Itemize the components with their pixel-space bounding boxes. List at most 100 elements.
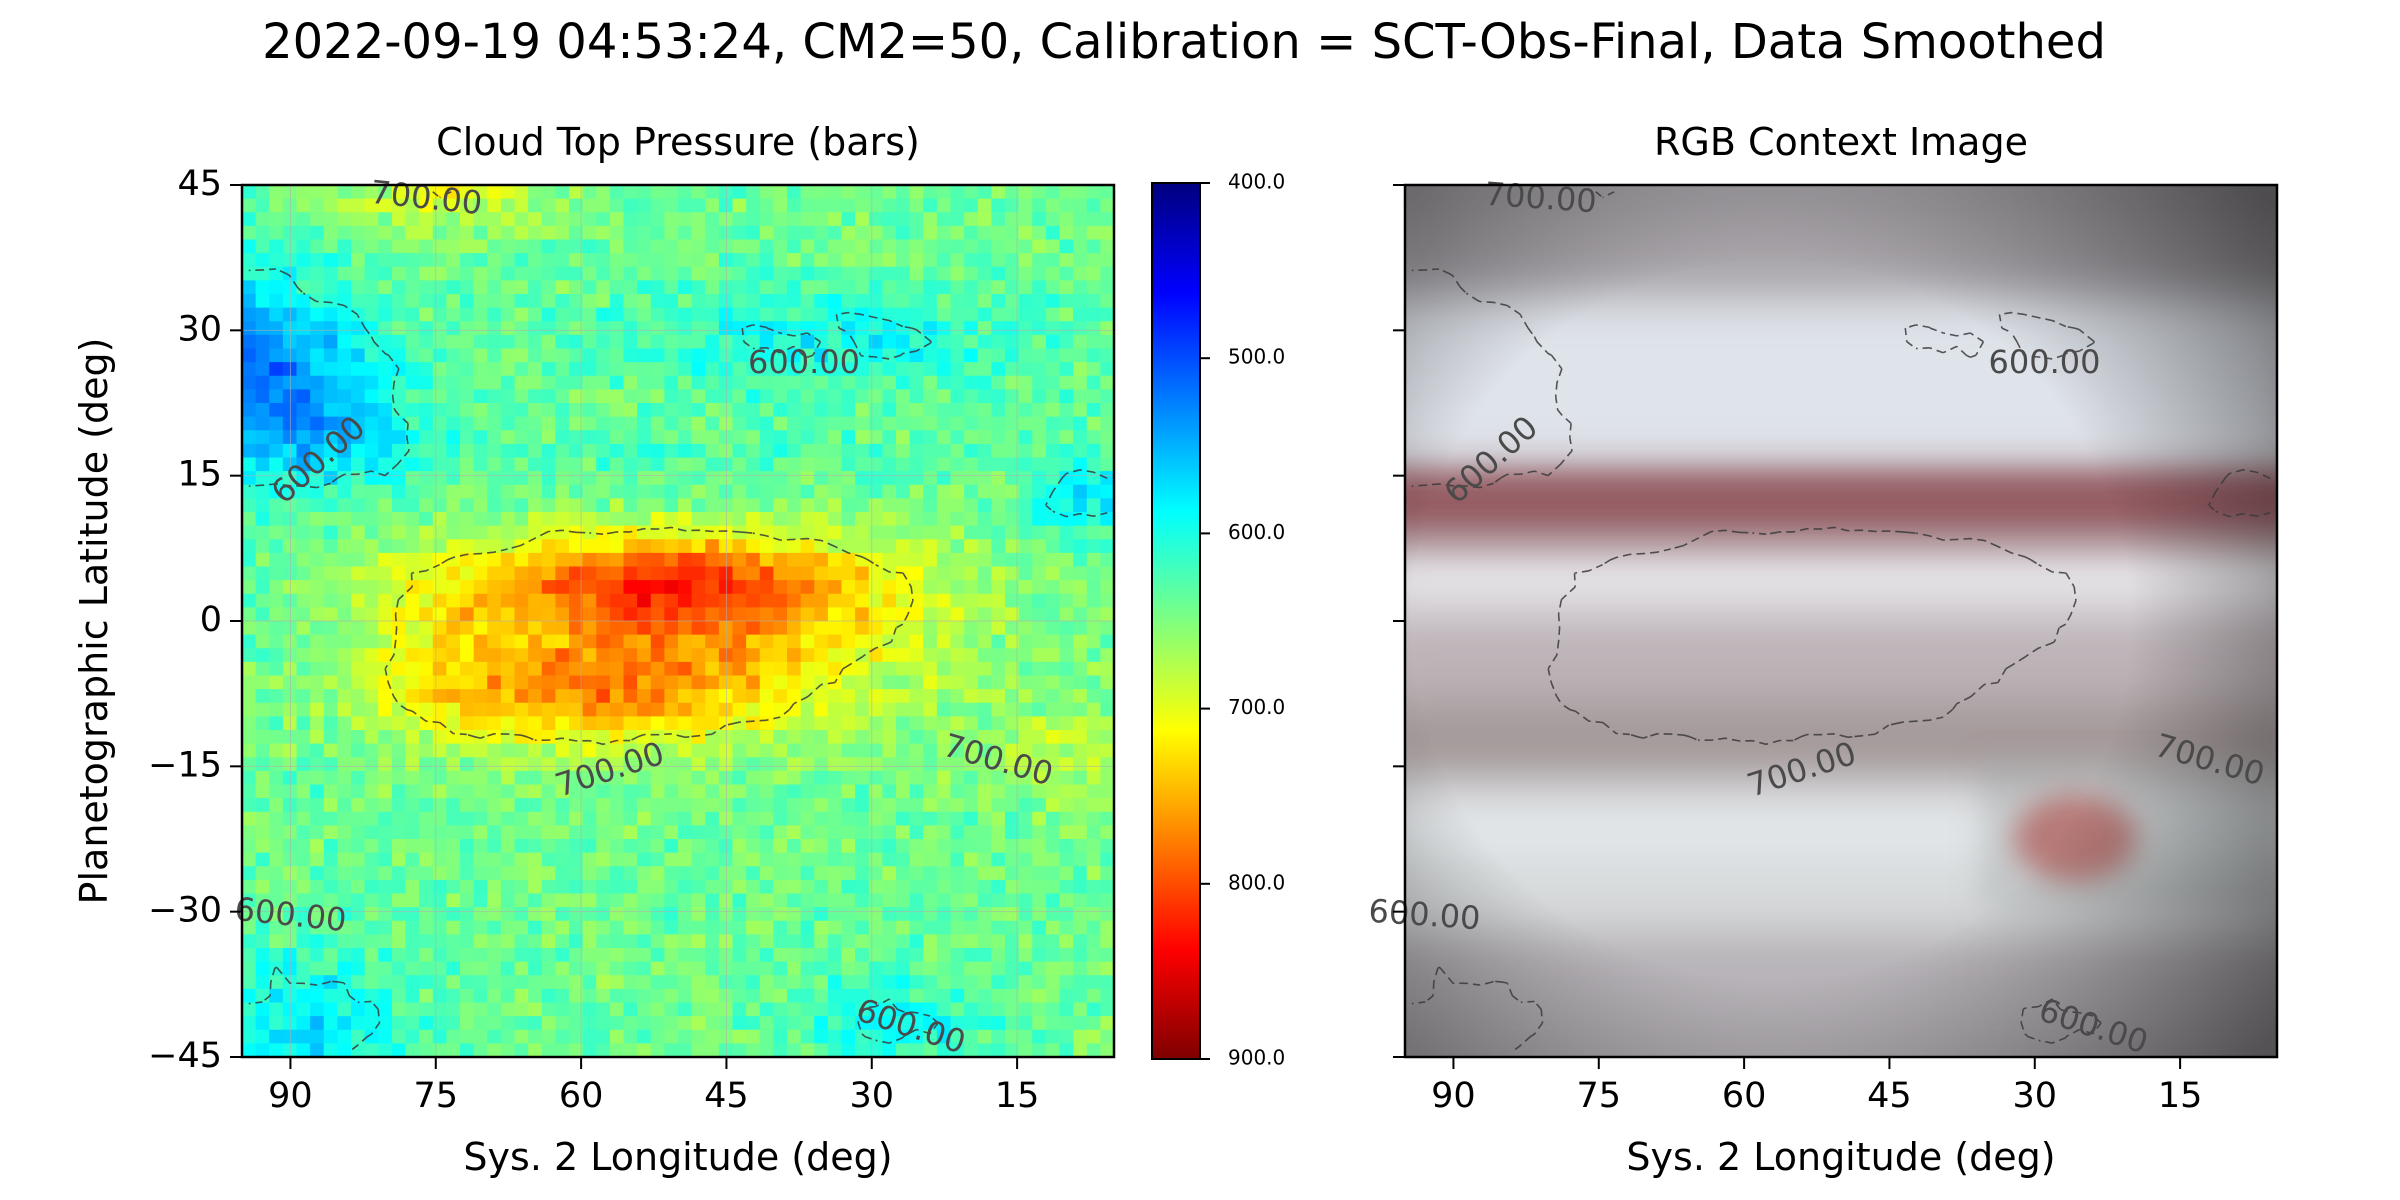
pressure-cell <box>596 689 611 704</box>
pressure-cell <box>705 375 720 390</box>
pressure-cell <box>814 375 829 390</box>
pressure-cell <box>609 375 625 390</box>
pressure-cell <box>923 280 938 295</box>
pressure-cell <box>678 920 693 935</box>
pressure-cell <box>609 348 625 363</box>
pressure-cell <box>460 1043 475 1057</box>
pressure-cell <box>1086 239 1101 254</box>
pressure-cell <box>596 648 611 663</box>
pressure-cell <box>977 811 992 826</box>
pressure-cell <box>746 416 761 431</box>
pressure-cell <box>800 362 815 377</box>
pressure-cell <box>773 716 788 731</box>
pressure-cell <box>827 498 843 513</box>
pressure-cell <box>1018 389 1033 404</box>
pressure-cell <box>1073 975 1088 990</box>
pressure-cell <box>1005 607 1020 622</box>
pressure-cell <box>446 239 461 254</box>
pressure-cell <box>528 362 543 377</box>
pressure-cell <box>419 512 434 527</box>
pressure-cell <box>460 879 475 895</box>
pressure-cell <box>814 839 829 854</box>
pressure-cell <box>364 498 379 513</box>
pressure-cell <box>432 948 447 963</box>
pressure-cell <box>882 334 897 350</box>
pressure-cell <box>555 866 570 881</box>
pressure-cell <box>773 593 788 608</box>
pressure-cell <box>855 1002 870 1017</box>
pressure-cell <box>528 675 543 690</box>
pressure-cell <box>882 580 897 595</box>
pressure-cell <box>732 334 747 350</box>
pressure-cell <box>460 634 475 649</box>
pressure-cell <box>732 212 747 227</box>
pressure-cell <box>269 457 284 472</box>
pressure-cell <box>364 457 379 472</box>
rgb-y-axis <box>1393 184 1405 1058</box>
pressure-cell <box>310 1002 325 1017</box>
pressure-cell <box>432 321 447 336</box>
pressure-cell <box>691 416 706 431</box>
pressure-cell <box>1100 334 1114 350</box>
pressure-cell <box>405 920 420 935</box>
pressure-cell <box>391 770 407 786</box>
pressure-cell <box>419 948 434 963</box>
pressure-cell <box>678 348 693 363</box>
pressure-cell <box>500 948 516 963</box>
pressure-cell <box>936 975 952 990</box>
pressure-cell <box>432 607 447 622</box>
pressure-cell <box>378 498 393 513</box>
pressure-cell <box>310 253 325 268</box>
pressure-cell <box>814 811 829 826</box>
pressure-cell <box>500 321 516 336</box>
pressure-cell <box>705 403 720 418</box>
pressure-cell <box>391 975 407 990</box>
pressure-cell <box>500 839 516 854</box>
pressure-cell <box>541 907 556 922</box>
pressure-cell <box>691 185 706 200</box>
pressure-cell <box>950 416 965 431</box>
pressure-cell <box>323 716 338 731</box>
pressure-cell <box>555 607 570 622</box>
pressure-cell <box>364 389 379 404</box>
pressure-cell <box>569 552 584 568</box>
pressure-cell <box>446 621 461 636</box>
pressure-cell <box>759 879 774 895</box>
pressure-cell <box>419 593 434 608</box>
pressure-cell <box>1005 457 1020 472</box>
pressure-cell <box>746 757 761 772</box>
pressure-cell <box>609 743 625 758</box>
pressure-cell <box>964 634 979 649</box>
pressure-cell <box>882 621 897 636</box>
pressure-cell <box>1018 798 1033 813</box>
pressure-cell <box>814 975 829 990</box>
pressure-cell <box>678 770 693 786</box>
pressure-cell <box>800 253 815 268</box>
pressure-cell <box>650 185 665 200</box>
pressure-cell <box>827 743 843 758</box>
pressure-cell <box>351 811 366 826</box>
pressure-cell <box>896 471 911 486</box>
pressure-cell <box>650 280 665 295</box>
pressure-cell <box>473 362 488 377</box>
pressure-cell <box>936 661 952 677</box>
pressure-cell <box>868 866 883 881</box>
pressure-cell <box>555 621 570 636</box>
pressure-cell <box>269 839 284 854</box>
pressure-cell <box>759 457 774 472</box>
pressure-cell <box>1005 839 1020 854</box>
pressure-cell <box>255 743 270 758</box>
pressure-cell <box>460 907 475 922</box>
contour-label: 600.00 <box>748 343 860 381</box>
pressure-cell <box>637 1016 652 1031</box>
pressure-cell <box>1045 920 1061 935</box>
pressure-cell <box>977 1029 992 1044</box>
pressure-cell <box>1073 593 1088 608</box>
pressure-cell <box>773 852 788 867</box>
pressure-cell <box>882 811 897 826</box>
pressure-cell <box>255 443 270 459</box>
pressure-cell <box>541 920 556 935</box>
pressure-cell <box>896 988 911 1004</box>
pressure-cell <box>582 648 597 663</box>
pressure-cell <box>514 852 529 867</box>
